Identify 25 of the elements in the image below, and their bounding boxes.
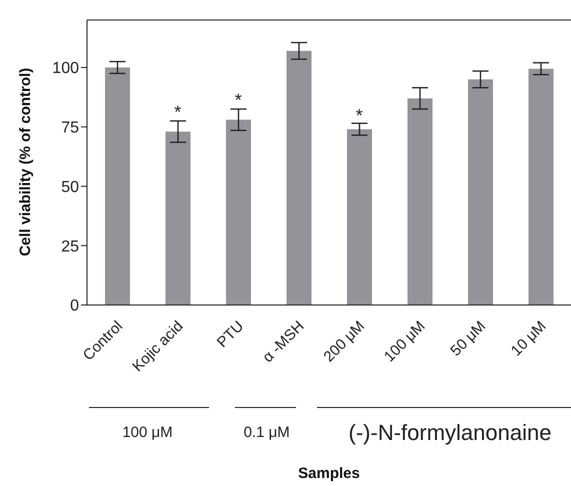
bar xyxy=(528,68,554,305)
annotation: * xyxy=(234,90,242,110)
text: (-)-N-formylanonaine xyxy=(348,420,552,446)
bar xyxy=(408,98,432,305)
x-tick-label: 10 μM xyxy=(508,318,550,360)
y-tick-label: 100 xyxy=(52,60,80,78)
bar xyxy=(226,120,251,305)
bar xyxy=(347,129,372,305)
bar xyxy=(286,50,312,305)
y-axis-title: Cell viability (% of control) xyxy=(16,68,34,256)
bar xyxy=(468,79,493,305)
bar xyxy=(166,132,190,305)
text: 100 μM xyxy=(122,424,173,441)
x-tick-label: 100 μM xyxy=(380,318,429,366)
bar xyxy=(105,68,130,305)
y-tick-label: 0 xyxy=(70,298,80,315)
text: Samples xyxy=(297,465,361,483)
y-tick-label: 50 xyxy=(61,178,80,196)
annotation: * xyxy=(174,102,182,122)
y-tick-label: 75 xyxy=(61,120,80,137)
annotation: * xyxy=(356,105,363,126)
text: 0.1 μM xyxy=(244,424,290,441)
x-tick-label: 50 μM xyxy=(447,318,490,360)
x-tick-label: 200 μM xyxy=(320,318,368,366)
y-tick-label: 25 xyxy=(61,238,80,256)
